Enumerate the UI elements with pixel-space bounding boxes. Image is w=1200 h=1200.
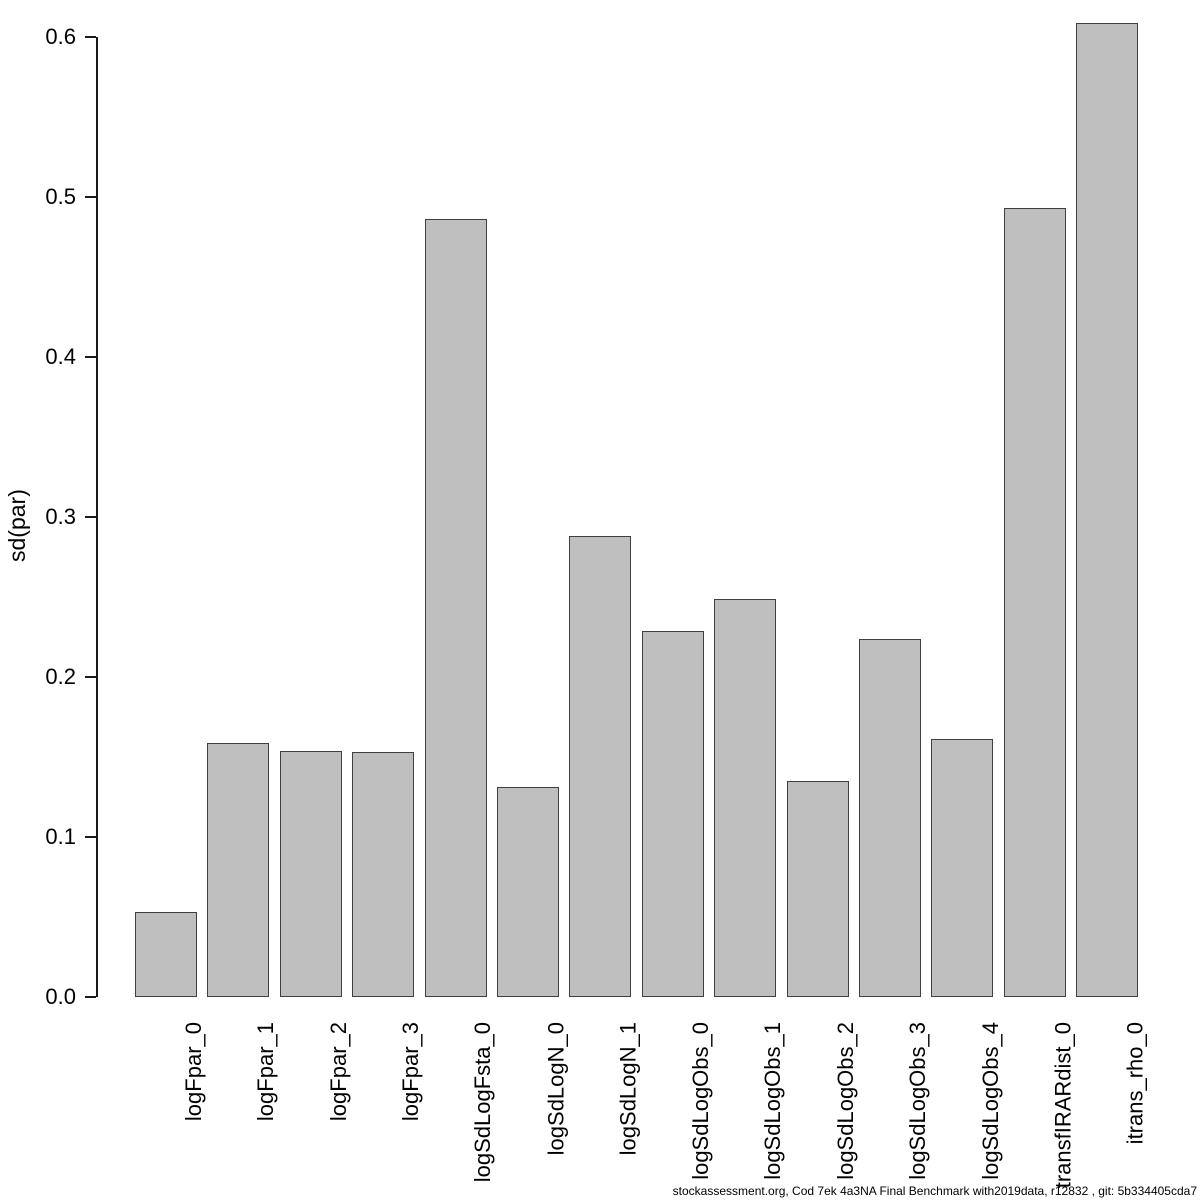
x-axis-label-logSdLogN_1: logSdLogN_1 [615, 1022, 641, 1156]
x-axis-label-logSdLogObs_2: logSdLogObs_2 [832, 1022, 858, 1180]
bar-logSdLogObs_0 [641, 630, 704, 997]
y-axis-tick-label: 0.2 [45, 664, 76, 689]
x-axis-label-itrans_rho_0: itrans_rho_0 [1122, 1022, 1148, 1145]
x-axis-label-logSdLogObs_4: logSdLogObs_4 [977, 1022, 1003, 1180]
x-axis-label-logSdLogN_0: logSdLogN_0 [543, 1022, 568, 1156]
y-axis-tick-label: 0.4 [45, 344, 76, 369]
x-axis-label-logSdLogObs_3: logSdLogObs_3 [905, 1022, 930, 1180]
x-axis-label-logFpar_2: logFpar_2 [325, 1022, 351, 1122]
x-axis-label-logFpar_1: logFpar_1 [253, 1022, 279, 1122]
bar-logSdLogObs_3 [859, 638, 921, 997]
bar-logFpar_3 [352, 752, 415, 997]
bar-logFpar_1 [207, 742, 270, 997]
bar-transfIRARdist_0 [1003, 208, 1066, 997]
bar-logSdLogN_0 [497, 787, 559, 997]
y-axis-tick [85, 196, 96, 198]
y-axis-tick [85, 676, 96, 678]
y-axis-tick-label: 0.3 [45, 504, 76, 529]
x-axis-label-logSdLogObs_1: logSdLogObs_1 [760, 1022, 786, 1180]
bar-logSdLogN_1 [569, 536, 632, 997]
bar-logSdLogObs_4 [931, 739, 994, 997]
x-axis-label-logSdLogFsta_0: logSdLogFsta_0 [470, 1022, 496, 1183]
y-axis-tick [85, 996, 96, 998]
bar-logSdLogObs_2 [786, 781, 849, 997]
y-axis-tick-label: 0.0 [45, 984, 76, 1009]
x-axis-label-logSdLogObs_0: logSdLogObs_0 [687, 1022, 713, 1180]
y-axis-tick [85, 36, 96, 38]
bar-logFpar_2 [279, 750, 342, 997]
bar-logSdLogObs_1 [714, 598, 777, 997]
y-axis-tick-label: 0.1 [45, 824, 76, 849]
y-axis-line [96, 37, 98, 997]
bar-logSdLogFsta_0 [424, 219, 487, 997]
x-axis-label-logFpar_0: logFpar_0 [181, 1022, 206, 1122]
y-axis-tick-label: 0.5 [45, 184, 76, 209]
x-axis-label-transfIRARdist_0: transfIRARdist_0 [1049, 1022, 1075, 1189]
y-axis-tick [85, 516, 96, 518]
footer-stamp: stockassessment.org, Cod 7ek 4a3NA Final… [672, 1184, 1197, 1198]
y-axis-title: sd(par) [4, 489, 30, 562]
y-axis-tick-label: 0.6 [45, 24, 76, 49]
bar-logFpar_0 [135, 912, 197, 997]
y-axis-tick [85, 356, 96, 358]
y-axis-tick [85, 836, 96, 838]
bar-itrans_rho_0 [1076, 22, 1139, 997]
x-axis-label-logFpar_3: logFpar_3 [398, 1022, 424, 1122]
